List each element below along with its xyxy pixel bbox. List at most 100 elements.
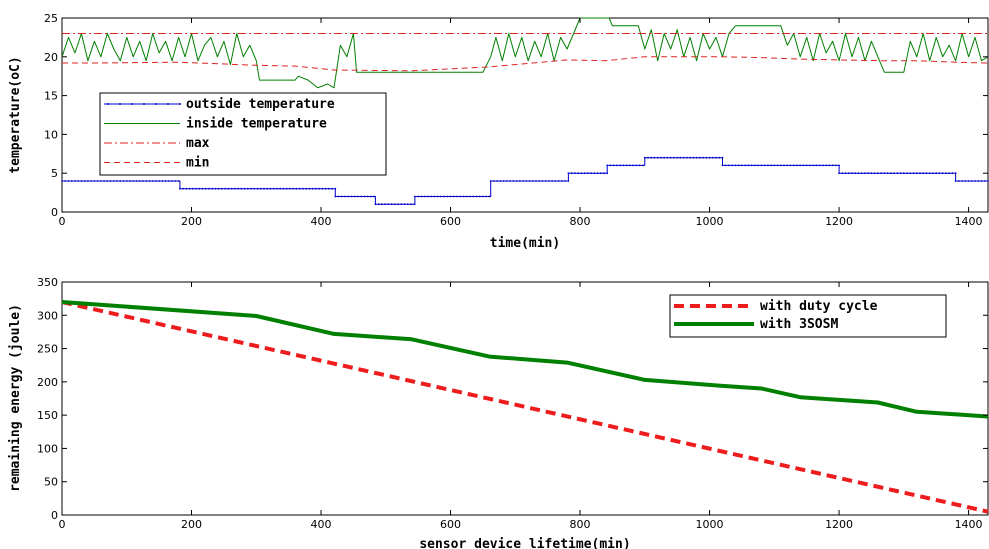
series-marker bbox=[253, 187, 256, 190]
series-marker bbox=[217, 187, 220, 190]
series-marker bbox=[119, 180, 122, 182]
series-marker bbox=[612, 164, 615, 167]
series-marker bbox=[459, 195, 462, 198]
series-marker bbox=[599, 172, 602, 175]
series-marker bbox=[331, 187, 333, 190]
series-marker bbox=[902, 172, 905, 175]
series-marker bbox=[155, 180, 157, 182]
series-marker bbox=[525, 180, 528, 182]
series-marker bbox=[321, 187, 324, 190]
series-marker bbox=[417, 195, 420, 198]
series-marker bbox=[493, 180, 495, 182]
series-marker bbox=[327, 187, 330, 190]
series-marker bbox=[135, 180, 138, 182]
series-marker bbox=[741, 164, 743, 167]
series-marker bbox=[263, 187, 265, 190]
series-marker bbox=[182, 187, 185, 190]
series-marker bbox=[977, 180, 980, 182]
series-marker bbox=[87, 180, 89, 182]
series-marker bbox=[708, 156, 711, 159]
temperature-x-axis-label: time(min) bbox=[490, 236, 560, 251]
series-marker bbox=[653, 156, 656, 159]
series-marker bbox=[567, 172, 570, 175]
series-marker bbox=[311, 187, 314, 190]
series-marker bbox=[724, 164, 727, 167]
series-marker bbox=[731, 164, 734, 167]
series-marker bbox=[728, 164, 730, 167]
series-marker bbox=[783, 164, 785, 167]
series-marker bbox=[446, 195, 449, 198]
y-tick-label: 100 bbox=[37, 442, 58, 455]
y-tick-label: 300 bbox=[37, 309, 58, 322]
series-marker bbox=[201, 187, 204, 190]
series-marker bbox=[802, 164, 805, 167]
series-marker bbox=[204, 187, 207, 190]
series-marker bbox=[864, 172, 866, 175]
series-marker bbox=[838, 172, 840, 175]
series-marker bbox=[847, 172, 850, 175]
series-marker bbox=[938, 172, 941, 175]
series-marker bbox=[353, 195, 356, 198]
series-marker bbox=[544, 180, 547, 182]
series-marker bbox=[818, 164, 821, 167]
series-marker bbox=[103, 180, 105, 182]
series-marker bbox=[522, 180, 524, 182]
series-marker bbox=[721, 164, 724, 167]
series-marker bbox=[747, 164, 750, 167]
series-marker bbox=[577, 172, 579, 175]
series-marker bbox=[629, 164, 631, 167]
legend-marker bbox=[107, 103, 109, 105]
series-marker bbox=[302, 187, 304, 190]
temperature-y-axis-label: temperature(oC) bbox=[8, 56, 23, 173]
series-marker bbox=[557, 180, 560, 182]
series-marker bbox=[64, 180, 67, 182]
series-marker bbox=[831, 164, 834, 167]
y-tick-label: 25 bbox=[44, 12, 58, 25]
series-marker bbox=[538, 180, 541, 182]
x-tick-label: 1200 bbox=[825, 215, 853, 228]
x-tick-label: 600 bbox=[440, 518, 461, 531]
series-marker bbox=[145, 180, 148, 182]
series-marker bbox=[132, 180, 135, 182]
series-marker bbox=[478, 195, 481, 198]
series-marker bbox=[686, 156, 688, 159]
series-marker bbox=[528, 180, 531, 182]
series-marker bbox=[721, 156, 724, 159]
legend-box bbox=[99, 92, 387, 176]
series-marker bbox=[737, 164, 740, 167]
series-marker bbox=[616, 164, 618, 167]
series-marker bbox=[870, 172, 873, 175]
x-tick-label: 1000 bbox=[696, 215, 724, 228]
legend-label: min bbox=[186, 156, 209, 171]
series-marker bbox=[116, 180, 118, 182]
temperature-series-group bbox=[61, 17, 989, 206]
series-marker bbox=[433, 195, 436, 198]
series-marker bbox=[877, 172, 879, 175]
series-marker bbox=[266, 187, 269, 190]
series-marker bbox=[308, 187, 311, 190]
series-marker bbox=[122, 180, 125, 182]
series-marker bbox=[243, 187, 246, 190]
x-tick-label: 800 bbox=[570, 215, 591, 228]
series-marker bbox=[112, 180, 115, 182]
series-marker bbox=[551, 180, 554, 182]
y-tick-label: 350 bbox=[37, 276, 58, 289]
series-marker bbox=[676, 156, 679, 159]
series-marker bbox=[384, 203, 386, 206]
series-marker bbox=[109, 180, 112, 182]
legend-label: with duty cycle bbox=[760, 299, 878, 314]
series-marker bbox=[191, 187, 194, 190]
series-marker bbox=[374, 203, 377, 206]
series-marker bbox=[340, 195, 343, 198]
series-marker bbox=[606, 164, 609, 167]
legend-marker bbox=[119, 103, 121, 105]
series-marker bbox=[237, 187, 240, 190]
x-tick-label: 1400 bbox=[955, 518, 983, 531]
series-marker bbox=[695, 156, 698, 159]
series-marker bbox=[656, 156, 659, 159]
series-marker bbox=[948, 172, 950, 175]
series-marker bbox=[456, 195, 458, 198]
series-marker bbox=[915, 172, 918, 175]
series-marker bbox=[393, 203, 396, 206]
series-marker bbox=[151, 180, 154, 182]
